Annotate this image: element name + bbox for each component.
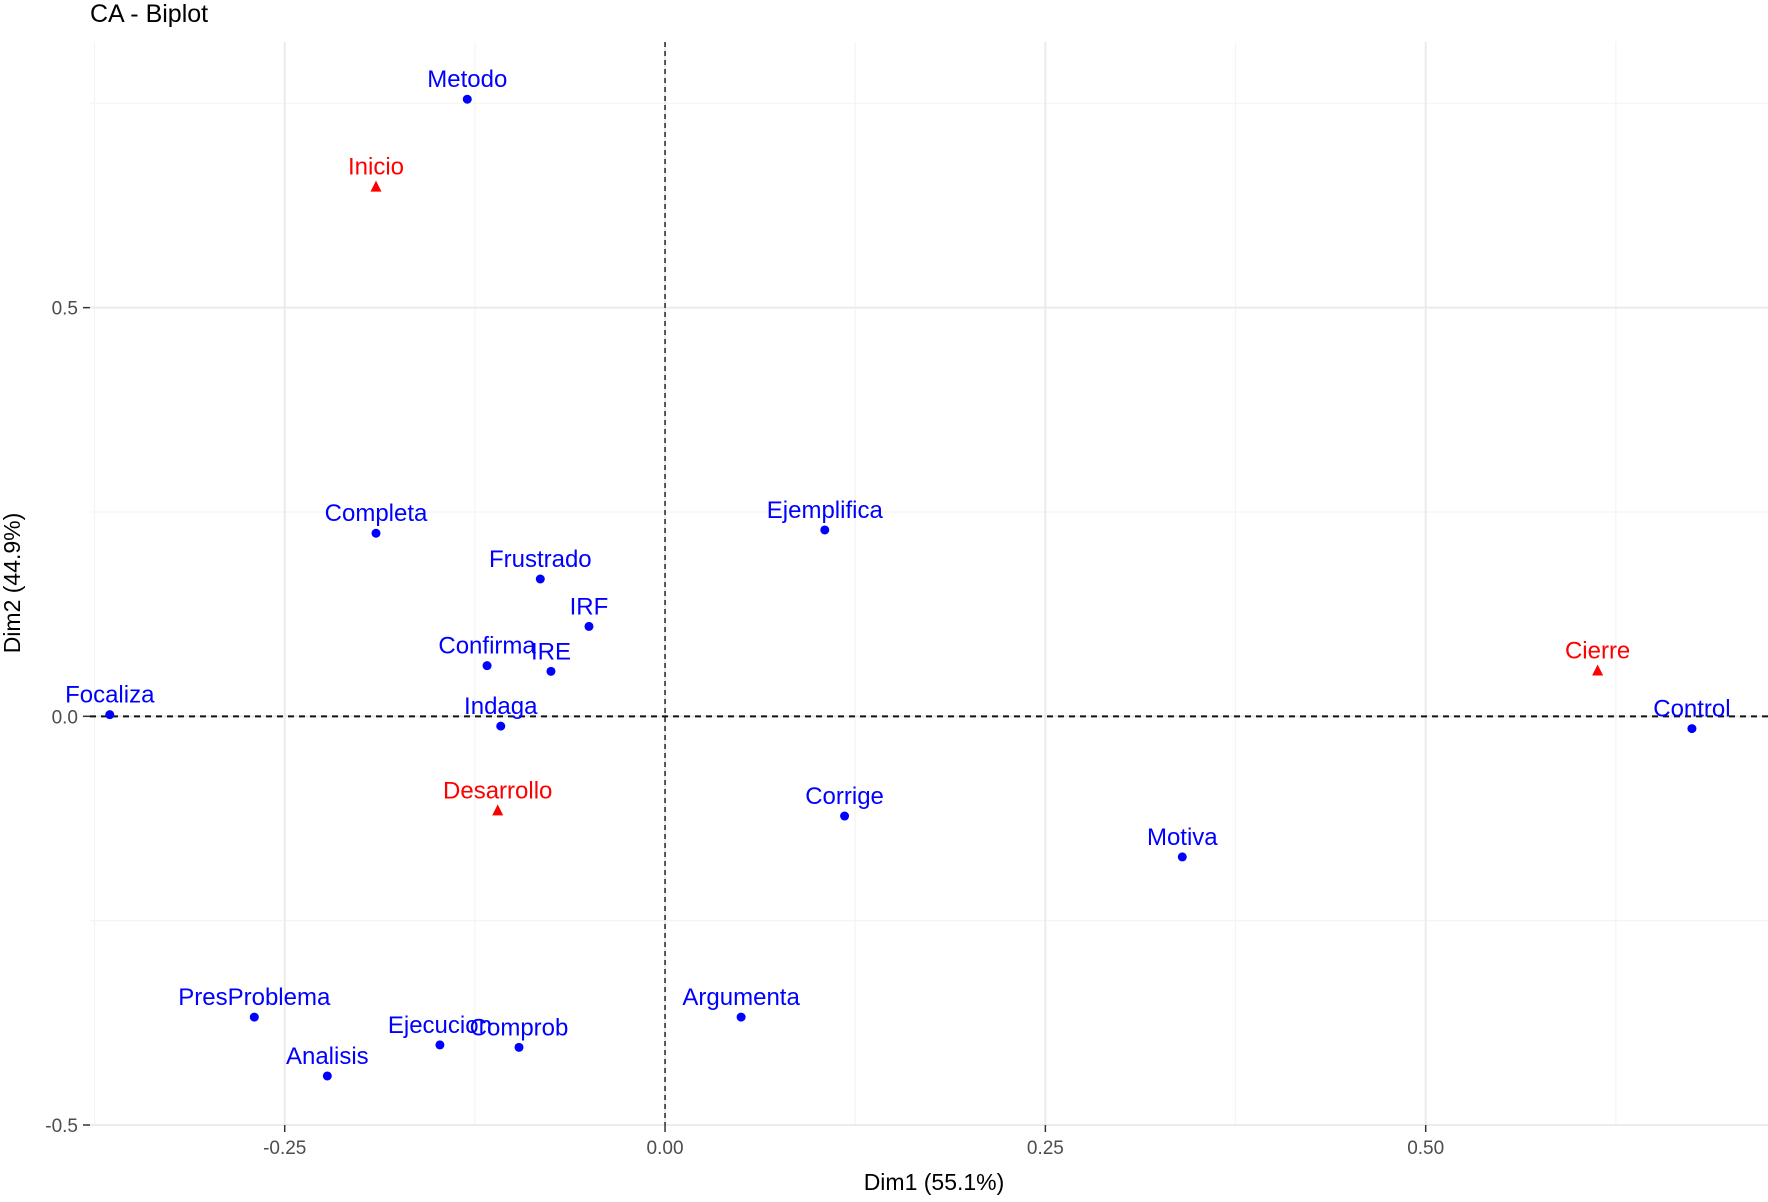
- point-ejecucion: [435, 1040, 445, 1050]
- label-indaga: Indaga: [464, 693, 538, 720]
- reference-lines: [90, 42, 1768, 1125]
- point-metodo: [462, 94, 472, 104]
- point-argumenta: [736, 1012, 746, 1022]
- label-ejecucion: Ejecucion: [388, 1012, 492, 1039]
- label-irf: IRF: [570, 593, 609, 620]
- point-ejemplifica: [820, 525, 830, 535]
- label-presproblema: PresProblema: [178, 984, 331, 1011]
- y-tick-label: 0.0: [52, 707, 78, 728]
- label-metodo: Metodo: [427, 66, 507, 93]
- point-completa: [371, 528, 381, 538]
- point-ire: [546, 666, 556, 676]
- y-axis-title: Dim2 (44.9%): [0, 513, 25, 654]
- label-comprob: Comprob: [470, 1014, 569, 1041]
- label-analisis: Analisis: [286, 1043, 369, 1070]
- point-labels: Metodo Completa Ejemplifica Frustrado IRF Con…: [65, 66, 1731, 1070]
- point-presproblema: [249, 1012, 259, 1022]
- point-frustrado: [535, 574, 545, 584]
- axes: -0.25 0.00 0.25 0.50 -0.5 0.0 0.5: [45, 299, 1444, 1159]
- x-tick-label: 0.50: [1407, 1138, 1444, 1159]
- label-inicio: Inicio: [348, 154, 404, 181]
- label-focaliza: Focaliza: [65, 682, 155, 709]
- label-cierre: Cierre: [1565, 638, 1630, 665]
- point-irf: [584, 621, 594, 631]
- label-ejemplifica: Ejemplifica: [767, 497, 884, 524]
- point-motiva: [1177, 852, 1187, 862]
- point-focaliza: [105, 710, 115, 720]
- label-control: Control: [1653, 696, 1730, 723]
- label-desarrollo: Desarrollo: [443, 777, 552, 804]
- label-corrige: Corrige: [805, 783, 884, 810]
- label-motiva: Motiva: [1147, 824, 1218, 851]
- point-control: [1687, 724, 1697, 734]
- y-tick-label: -0.5: [45, 1116, 78, 1137]
- point-inicio: [370, 180, 382, 192]
- label-confirma: Confirma: [438, 633, 536, 660]
- point-confirma: [482, 661, 492, 671]
- x-axis-title: Dim1 (55.1%): [864, 1169, 1005, 1195]
- point-corrige: [840, 811, 850, 821]
- label-argumenta: Argumenta: [682, 984, 800, 1011]
- label-frustrado: Frustrado: [489, 546, 592, 573]
- y-tick-label: 0.5: [52, 299, 78, 320]
- data-points: [105, 94, 1697, 1081]
- label-completa: Completa: [325, 500, 428, 527]
- point-desarrollo: [492, 804, 504, 816]
- point-indaga: [496, 721, 506, 731]
- point-analisis: [322, 1071, 332, 1081]
- chart-title: CA - Biplot: [90, 0, 208, 28]
- x-tick-label: -0.25: [263, 1138, 306, 1159]
- point-cierre: [1592, 664, 1604, 676]
- x-tick-label: 0.25: [1027, 1138, 1064, 1159]
- x-tick-label: 0.00: [647, 1138, 684, 1159]
- label-ire: IRE: [531, 638, 571, 665]
- point-comprob: [514, 1042, 524, 1052]
